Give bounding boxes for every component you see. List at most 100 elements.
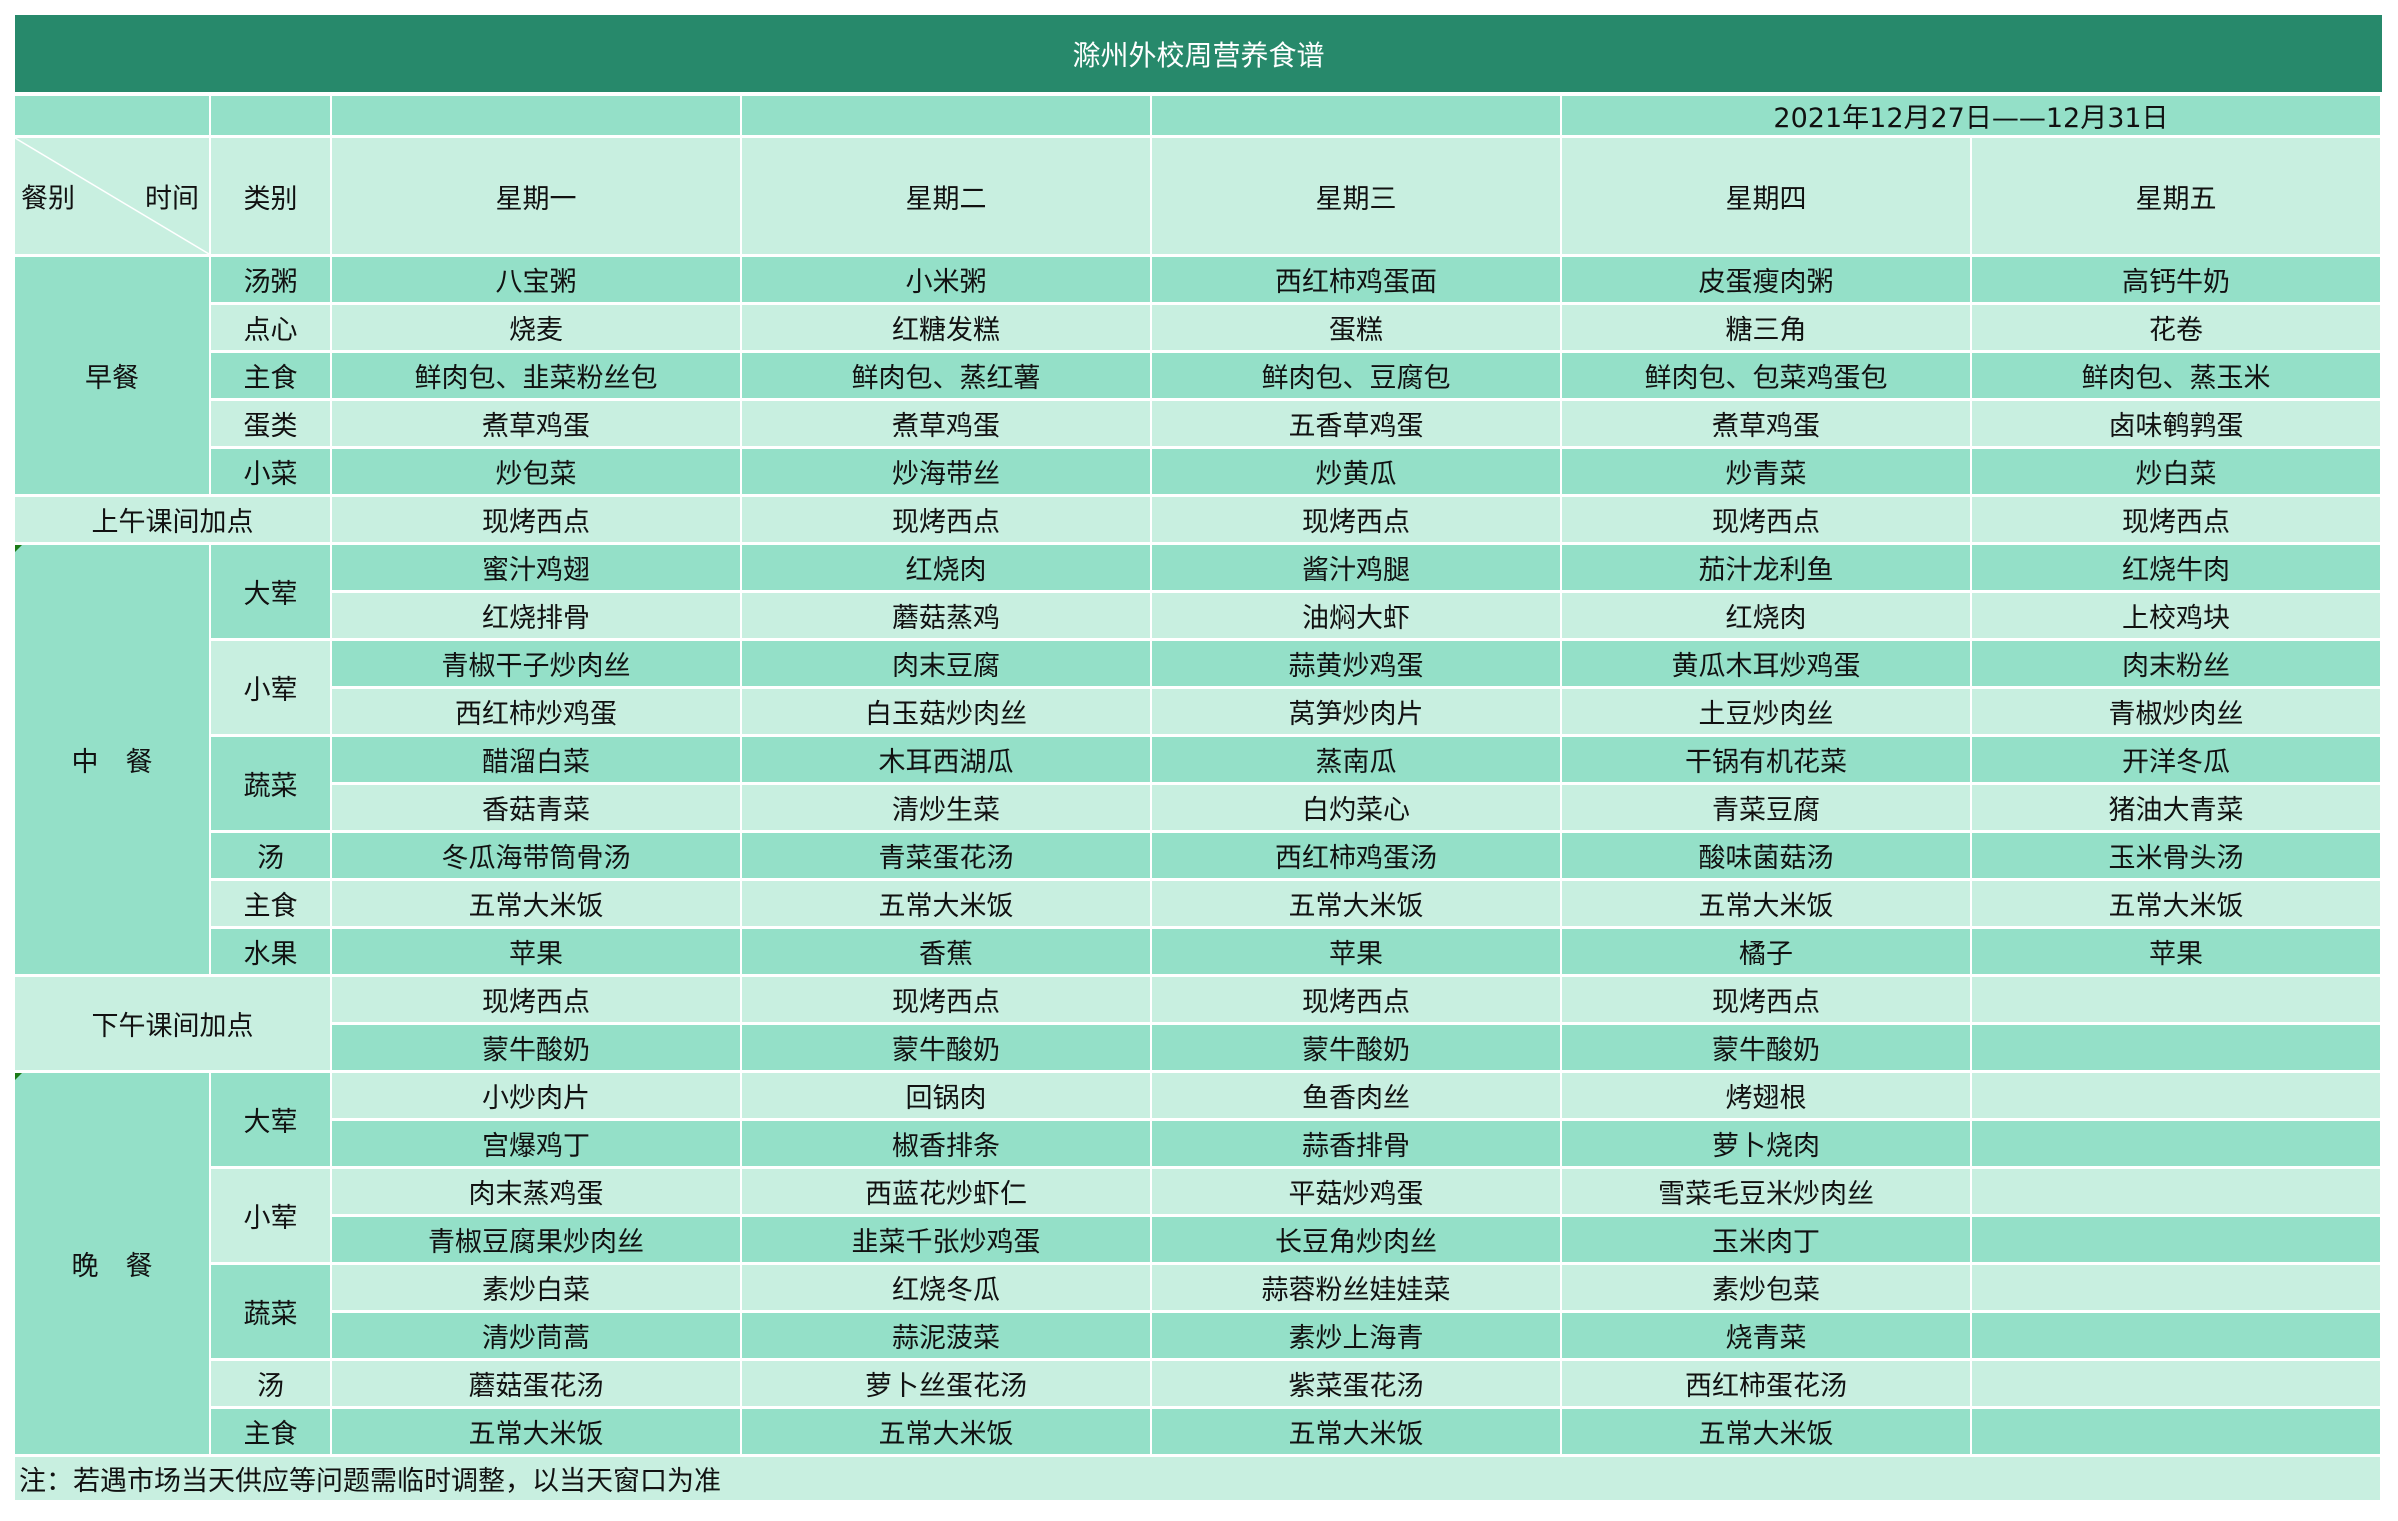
dish-cell: 现烤西点	[1152, 497, 1560, 542]
note-row: 注：若遇市场当天供应等问题需临时调整，以当天窗口为准	[15, 1457, 2380, 1500]
dish-cell	[1972, 977, 2380, 1022]
dish-cell: 五常大米饭	[1152, 1409, 1560, 1454]
table-row: 汤蘑菇蛋花汤 萝卜丝蛋花汤 紫菜蛋花汤 西红柿蛋花汤	[15, 1361, 2380, 1406]
dish-cell: 平菇炒鸡蛋	[1152, 1169, 1560, 1214]
dish-cell: 现烤西点	[1562, 977, 1970, 1022]
day-header: 星期二	[742, 138, 1150, 254]
dish-cell: 烧青菜	[1562, 1313, 1970, 1358]
table-row: 主食 鲜肉包、韭菜粉丝包 鲜肉包、蒸红薯 鲜肉包、豆腐包 鲜肉包、包菜鸡蛋包 鲜肉包、蒸玉…	[15, 353, 2380, 398]
dish-cell	[1972, 1121, 2380, 1166]
table-row: 中 餐大荤 蜜汁鸡翅 红烧肉 酱汁鸡腿 茄汁龙利鱼 红烧牛肉	[15, 545, 2380, 974]
dish-cell: 橘子	[1562, 929, 1970, 974]
dish-cell	[1972, 1217, 2380, 1262]
dish-cell: 青菜蛋花汤	[742, 833, 1150, 878]
dish-cell: 青椒干子炒肉丝	[332, 641, 740, 686]
date-range: 2021年12月27日——12月31日	[1562, 96, 2380, 135]
dish-cell: 香菇青菜	[332, 785, 740, 830]
meal-time-corner-cell: 餐别 时间	[15, 138, 209, 254]
table-row: 蒙牛酸奶 蒙牛酸奶 蒙牛酸奶 蒙牛酸奶	[15, 1025, 2380, 1070]
category-cell: 小荤	[211, 641, 330, 734]
table-row: 晚 餐大荤 小炒肉片 回锅肉 鱼香肉丝 烤翅根	[15, 1073, 2380, 1454]
dish-cell: 青椒豆腐果炒肉丝	[332, 1217, 740, 1262]
dish-cell: 干锅有机花菜	[1562, 737, 1970, 782]
category-cell: 小荤	[211, 1169, 330, 1262]
dish-cell: 五常大米饭	[742, 1409, 1150, 1454]
dish-cell: 红烧肉	[742, 545, 1150, 590]
dish-cell	[1972, 1025, 2380, 1070]
dish-cell: 鲜肉包、蒸红薯	[742, 353, 1150, 398]
dish-cell: 苹果	[1152, 929, 1560, 974]
dish-cell: 八宝粥	[332, 257, 740, 302]
category-cell: 主食	[211, 1409, 330, 1454]
dish-cell: 现烤西点	[1562, 497, 1970, 542]
table-row: 蛋类 煮草鸡蛋 煮草鸡蛋 五香草鸡蛋 煮草鸡蛋 卤味鹌鹑蛋	[15, 401, 2380, 446]
dish-cell: 五常大米饭	[1152, 881, 1560, 926]
dish-cell: 红烧排骨	[332, 593, 740, 638]
dish-cell: 青椒炒肉丝	[1972, 689, 2380, 734]
dish-cell: 鲜肉包、蒸玉米	[1972, 353, 2380, 398]
dish-cell: 西蓝花炒虾仁	[742, 1169, 1150, 1214]
dish-cell	[1972, 1361, 2380, 1406]
dish-cell: 冬瓜海带筒骨汤	[332, 833, 740, 878]
blank-cell	[15, 96, 209, 135]
dish-cell: 萝卜烧肉	[1562, 1121, 1970, 1166]
blank-cell	[211, 96, 330, 135]
table-row: 西红柿炒鸡蛋 白玉菇炒肉丝 莴笋炒肉片 土豆炒肉丝 青椒炒肉丝	[15, 689, 2380, 734]
dish-cell: 素炒上海青	[1152, 1313, 1560, 1358]
dish-cell: 白灼菜心	[1152, 785, 1560, 830]
dish-cell: 油焖大虾	[1152, 593, 1560, 638]
dish-cell: 蒜蓉粉丝娃娃菜	[1152, 1265, 1560, 1310]
dish-cell: 椒香排条	[742, 1121, 1150, 1166]
dish-cell: 糖三角	[1562, 305, 1970, 350]
dish-cell: 韭菜千张炒鸡蛋	[742, 1217, 1150, 1262]
blank-cell	[1152, 96, 1560, 135]
dish-cell: 皮蛋瘦肉粥	[1562, 257, 1970, 302]
dish-cell: 清炒茼蒿	[332, 1313, 740, 1358]
table-row: 汤冬瓜海带筒骨汤 青菜蛋花汤 西红柿鸡蛋汤 酸味菌菇汤 玉米骨头汤	[15, 833, 2380, 878]
table-row: 小荤 肉末蒸鸡蛋 西蓝花炒虾仁 平菇炒鸡蛋 雪菜毛豆米炒肉丝	[15, 1169, 2380, 1262]
dish-cell: 西红柿鸡蛋汤	[1152, 833, 1560, 878]
dish-cell: 西红柿炒鸡蛋	[332, 689, 740, 734]
dish-cell: 现烤西点	[742, 977, 1150, 1022]
menu-sheet: 滁州外校周营养食谱 2021年12月27日——12月31日 餐别 时间 类别	[15, 15, 2382, 1500]
dish-cell: 素炒包菜	[1562, 1265, 1970, 1310]
dish-cell	[1972, 1265, 2380, 1310]
meal-cell: 中 餐	[15, 545, 209, 974]
category-cell: 主食	[211, 353, 330, 398]
category-cell: 主食	[211, 881, 330, 926]
table-row: 蔬菜 素炒白菜 红烧冬瓜 蒜蓉粉丝娃娃菜 素炒包菜	[15, 1265, 2380, 1358]
dish-cell: 炒白菜	[1972, 449, 2380, 494]
dish-cell: 红糖发糕	[742, 305, 1150, 350]
dish-cell: 蒜泥菠菜	[742, 1313, 1150, 1358]
dish-cell: 鱼香肉丝	[1152, 1073, 1560, 1118]
dish-cell: 长豆角炒肉丝	[1152, 1217, 1560, 1262]
dish-cell: 红烧冬瓜	[742, 1265, 1150, 1310]
dish-cell: 青菜豆腐	[1562, 785, 1970, 830]
dish-cell	[1972, 1313, 2380, 1358]
dish-cell: 现烤西点	[332, 497, 740, 542]
table-row: 点心 烧麦 红糖发糕 蛋糕 糖三角 花卷	[15, 305, 2380, 350]
table-row: 清炒茼蒿 蒜泥菠菜 素炒上海青 烧青菜	[15, 1313, 2380, 1358]
dish-cell: 紫菜蛋花汤	[1152, 1361, 1560, 1406]
meal-cell: 早餐	[15, 257, 209, 494]
dish-cell: 蒙牛酸奶	[742, 1025, 1150, 1070]
category-cell: 小菜	[211, 449, 330, 494]
dish-cell: 五常大米饭	[1562, 1409, 1970, 1454]
dish-cell: 煮草鸡蛋	[742, 401, 1150, 446]
category-cell: 汤	[211, 1361, 330, 1406]
dish-cell: 红烧牛肉	[1972, 545, 2380, 590]
dish-cell: 肉末粉丝	[1972, 641, 2380, 686]
dish-cell: 上校鸡块	[1972, 593, 2380, 638]
day-header: 星期一	[332, 138, 740, 254]
dish-cell: 五常大米饭	[1972, 881, 2380, 926]
header-row: 餐别 时间 类别 星期一 星期二 星期三 星期四 星期五	[15, 138, 2380, 254]
dish-cell: 五常大米饭	[742, 881, 1150, 926]
dish-cell	[1972, 1169, 2380, 1214]
dish-cell: 清炒生菜	[742, 785, 1150, 830]
dish-cell: 西红柿鸡蛋面	[1152, 257, 1560, 302]
category-cell: 点心	[211, 305, 330, 350]
note-text: 注：若遇市场当天供应等问题需临时调整，以当天窗口为准	[15, 1457, 2380, 1500]
dish-cell: 花卷	[1972, 305, 2380, 350]
dish-cell: 雪菜毛豆米炒肉丝	[1562, 1169, 1970, 1214]
category-cell: 蔬菜	[211, 1265, 330, 1358]
